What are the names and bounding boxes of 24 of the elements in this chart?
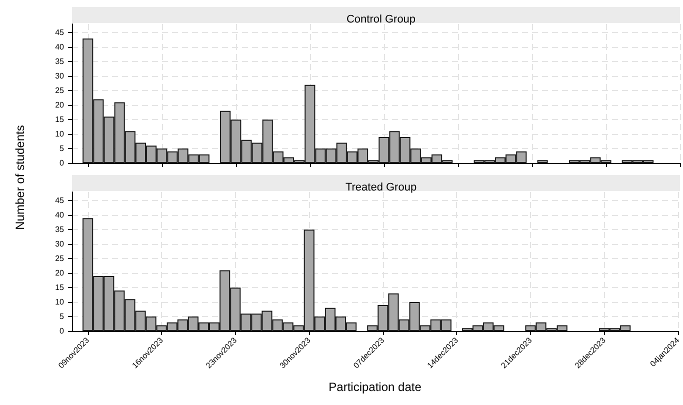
y-tick-label: 5 — [60, 144, 65, 154]
y-tick-label: 30 — [55, 72, 65, 81]
y-tick-label: 0 — [60, 326, 65, 336]
x-axis-title: Participation date — [328, 380, 422, 394]
y-tick-label: 20 — [55, 100, 65, 110]
y-tick-label: 10 — [55, 298, 65, 307]
chart-title: Treated Group — [345, 182, 417, 194]
y-tick-label: 5 — [60, 312, 65, 322]
y-tick-label: 35 — [55, 57, 65, 66]
y-tick-label: 30 — [55, 240, 65, 249]
y-tick-label: 20 — [55, 268, 65, 278]
y-tick-label: 45 — [55, 196, 65, 206]
y-tick-label: 25 — [55, 254, 65, 264]
y-tick-label: 35 — [55, 225, 65, 234]
y-tick-label: 10 — [55, 130, 65, 139]
y-axis-title: Number of students — [13, 125, 27, 230]
y-tick-label: 45 — [55, 28, 65, 38]
y-tick-label: 40 — [55, 42, 65, 52]
y-tick-label: 15 — [55, 283, 65, 292]
y-tick-label: 0 — [60, 158, 65, 168]
y-tick-label: 25 — [55, 86, 65, 96]
y-tick-label: 15 — [55, 115, 65, 124]
y-tick-label: 40 — [55, 210, 65, 220]
chart-title: Control Group — [346, 14, 416, 26]
